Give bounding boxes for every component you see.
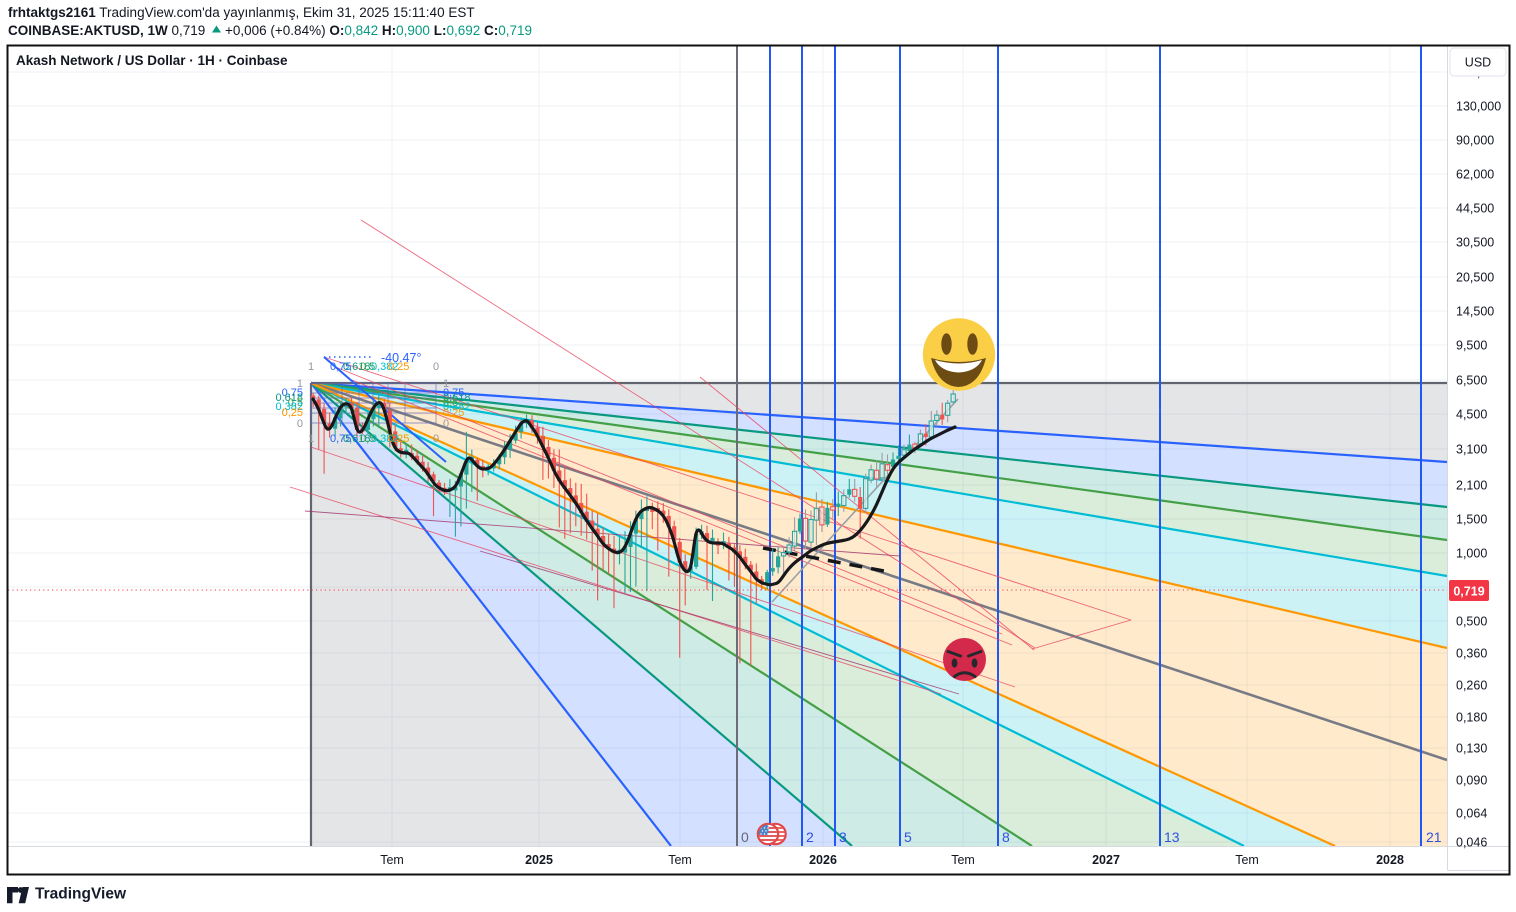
svg-text:0,382: 0,382 xyxy=(443,401,471,413)
svg-text:0,260: 0,260 xyxy=(1456,679,1487,693)
svg-text:+0,006 (+0.84%) O:0,842 H:0,90: +0,006 (+0.84%) O:0,842 H:0,900 L:0,692 … xyxy=(225,23,532,38)
svg-text:0,25: 0,25 xyxy=(388,433,409,445)
svg-text:Tem: Tem xyxy=(668,853,692,867)
svg-text:0,5: 0,5 xyxy=(360,361,375,373)
svg-text:30,500: 30,500 xyxy=(1456,236,1494,250)
svg-text:1,500: 1,500 xyxy=(1456,513,1487,527)
svg-text:-40.47°: -40.47° xyxy=(381,351,421,365)
svg-text:frhtaktgs2161 TradingView.com': frhtaktgs2161 TradingView.com'da yayınla… xyxy=(8,5,475,20)
svg-text:0,046: 0,046 xyxy=(1456,836,1487,850)
svg-text:0,500: 0,500 xyxy=(1456,615,1487,629)
svg-text:Akash Network / US Dollar · 1H: Akash Network / US Dollar · 1H · Coinbas… xyxy=(16,53,288,68)
svg-text:8: 8 xyxy=(1002,829,1010,845)
svg-text:0,382: 0,382 xyxy=(371,433,399,445)
svg-text:0,130: 0,130 xyxy=(1456,742,1487,756)
svg-text:0,75: 0,75 xyxy=(443,387,464,399)
svg-text:0,382: 0,382 xyxy=(275,401,303,413)
svg-text:TradingView: TradingView xyxy=(35,886,127,903)
svg-text:0,75: 0,75 xyxy=(282,387,303,399)
svg-text:3,100: 3,100 xyxy=(1456,443,1487,457)
svg-text:9,500: 9,500 xyxy=(1456,339,1487,353)
svg-text:USD: USD xyxy=(1465,56,1491,70)
svg-text:4,500: 4,500 xyxy=(1456,408,1487,422)
svg-text:0,360: 0,360 xyxy=(1456,647,1487,661)
svg-text:0: 0 xyxy=(741,829,749,845)
svg-text:0,5: 0,5 xyxy=(360,433,375,445)
svg-text:0,618: 0,618 xyxy=(443,392,471,404)
svg-text:0: 0 xyxy=(297,418,303,430)
svg-text:1,000: 1,000 xyxy=(1456,547,1487,561)
svg-text:2025: 2025 xyxy=(525,853,553,867)
svg-text:0: 0 xyxy=(433,361,439,373)
svg-text:1: 1 xyxy=(308,433,314,445)
svg-text:20,500: 20,500 xyxy=(1456,271,1494,285)
svg-text:130,000: 130,000 xyxy=(1456,100,1501,114)
svg-text:0,064: 0,064 xyxy=(1456,807,1487,821)
svg-text:14,500: 14,500 xyxy=(1456,305,1494,319)
svg-text:1: 1 xyxy=(308,361,314,373)
svg-text:0,719: 0,719 xyxy=(1453,585,1484,599)
svg-text:0,25: 0,25 xyxy=(388,361,409,373)
svg-text:21: 21 xyxy=(1426,829,1442,845)
svg-text:2028: 2028 xyxy=(1376,853,1404,867)
svg-text:Tem: Tem xyxy=(951,853,975,867)
svg-text:0: 0 xyxy=(433,433,439,445)
svg-text:2,100: 2,100 xyxy=(1456,479,1487,493)
svg-text:COINBASE:AKTUSD, 1W 0,719: COINBASE:AKTUSD, 1W 0,719 xyxy=(8,23,205,38)
svg-text:13: 13 xyxy=(1164,829,1180,845)
svg-text:0,25: 0,25 xyxy=(443,407,464,419)
svg-text:Tem: Tem xyxy=(1235,853,1259,867)
svg-text:0,5: 0,5 xyxy=(288,397,303,409)
svg-text:0,25: 0,25 xyxy=(282,407,303,419)
svg-text:0,090: 0,090 xyxy=(1456,774,1487,788)
svg-text:2026: 2026 xyxy=(809,853,837,867)
svg-text:0,618: 0,618 xyxy=(343,361,371,373)
svg-text:Tem: Tem xyxy=(380,853,404,867)
svg-text:0,618: 0,618 xyxy=(343,433,371,445)
svg-text:1: 1 xyxy=(297,378,303,390)
svg-text:2027: 2027 xyxy=(1092,853,1120,867)
svg-text:3: 3 xyxy=(839,829,847,845)
svg-text:0,180: 0,180 xyxy=(1456,711,1487,725)
svg-text:2: 2 xyxy=(806,829,814,845)
svg-text:5: 5 xyxy=(904,829,912,845)
svg-text:90,000: 90,000 xyxy=(1456,134,1494,148)
svg-text:44,500: 44,500 xyxy=(1456,202,1494,216)
svg-text:0,75: 0,75 xyxy=(330,361,351,373)
svg-text:1: 1 xyxy=(443,378,449,390)
svg-text:0,75: 0,75 xyxy=(330,433,351,445)
svg-text:0,5: 0,5 xyxy=(443,397,458,409)
svg-text:0,618: 0,618 xyxy=(275,392,303,404)
svg-text:62,000: 62,000 xyxy=(1456,168,1494,182)
svg-text:0: 0 xyxy=(443,418,449,430)
svg-text:0,382: 0,382 xyxy=(371,361,399,373)
svg-text:6,500: 6,500 xyxy=(1456,374,1487,388)
